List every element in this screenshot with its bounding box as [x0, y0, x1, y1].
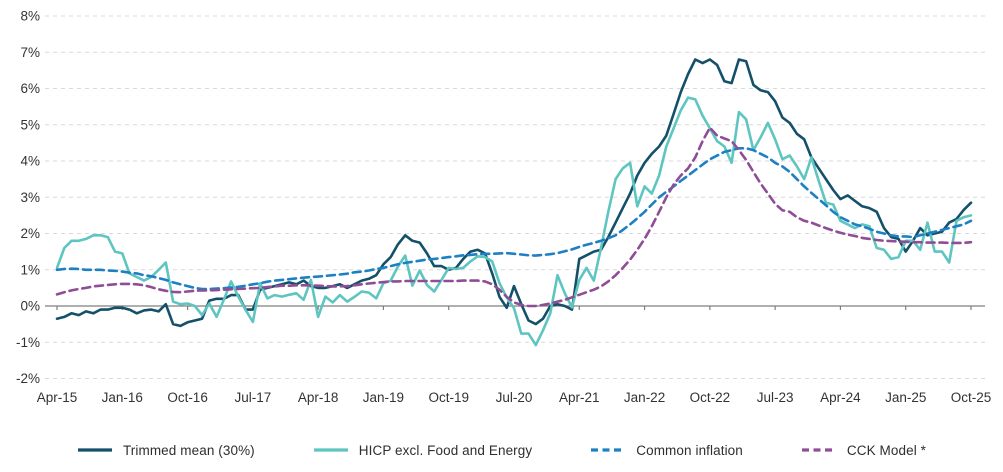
x-tick-label: Oct-25 — [951, 390, 992, 405]
y-tick-label: 5% — [20, 117, 40, 132]
legend-label: Common inflation — [636, 442, 743, 458]
legend-item-common-inflation: Common inflation — [590, 443, 743, 458]
y-tick-label: 8% — [20, 9, 40, 24]
legend-item-hicp-excl: HICP excl. Food and Energy — [313, 443, 532, 458]
x-tick-label: Jul-20 — [496, 390, 533, 405]
y-tick-label: 2% — [20, 226, 40, 241]
series-line-3 — [55, 126, 973, 308]
y-tick-label: 1% — [20, 262, 40, 277]
legend-swatch-solid-line-icon — [313, 448, 348, 452]
x-tick-label: Apr-15 — [37, 390, 78, 405]
y-tick-label: 0% — [20, 299, 40, 314]
x-tick-label: Jan-16 — [102, 390, 143, 405]
legend-swatch-solid-line-icon — [77, 448, 112, 452]
series-line-2 — [55, 147, 973, 291]
y-tick-label: -1% — [16, 335, 40, 350]
x-tick-label: Jul-17 — [234, 390, 271, 405]
x-tick-label: Jul-23 — [757, 390, 794, 405]
legend-swatch-dashed-line-icon — [801, 448, 836, 452]
y-tick-label: 3% — [20, 190, 40, 205]
x-tick-label: Jan-22 — [624, 390, 665, 405]
x-tick-label: Jan-25 — [885, 390, 926, 405]
y-tick-label: 4% — [20, 154, 40, 169]
x-tick-label: Apr-18 — [298, 390, 339, 405]
y-tick-label: 6% — [20, 81, 40, 96]
legend-label: Trimmed mean (30%) — [122, 442, 255, 458]
x-tick-label: Apr-24 — [820, 390, 861, 405]
legend-item-cck-model: CCK Model * — [801, 443, 926, 458]
x-tick-label: Oct-16 — [167, 390, 208, 405]
legend-swatch-dashed-line-icon — [591, 448, 626, 452]
y-tick-label: 7% — [20, 45, 40, 60]
x-tick-label: Apr-21 — [559, 390, 600, 405]
plot-svg: 8% 7% 6% 5% 4% 3% 2% 1% 0% -1% -2% Apr-15 Jan-16 Oct-… — [16, 9, 992, 406]
x-tick-label: Oct-19 — [428, 390, 469, 405]
x-tick-label: Jan-19 — [363, 390, 404, 405]
series-line-0 — [55, 58, 973, 328]
legend-label: CCK Model * — [846, 442, 927, 458]
legend-label: HICP excl. Food and Energy — [358, 442, 533, 458]
y-tick-label: -2% — [16, 371, 40, 386]
legend-item-trimmed-mean: Trimmed mean (30%) — [77, 443, 255, 458]
series-line-1 — [55, 96, 973, 347]
legend: Trimmed mean (30%) HICP excl. Food and E… — [0, 432, 1003, 468]
x-tick-label: Oct-22 — [690, 390, 731, 405]
